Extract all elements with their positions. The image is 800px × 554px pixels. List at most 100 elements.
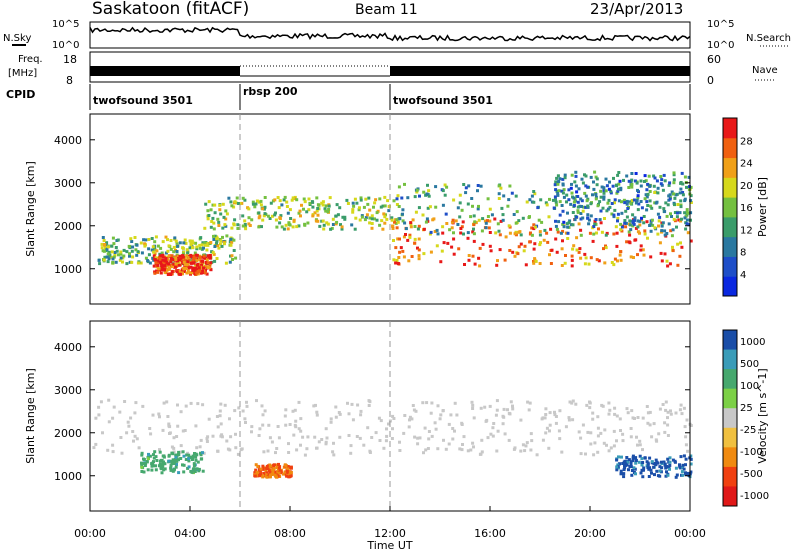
- power-cell: [450, 226, 454, 230]
- velocity-cell: [478, 452, 482, 456]
- velocity-cell: [408, 415, 412, 419]
- power-cell: [668, 197, 672, 201]
- power-cell: [609, 191, 613, 195]
- velocity-cell: [349, 451, 353, 455]
- power-cell: [174, 262, 178, 266]
- power-cell: [476, 207, 480, 211]
- velocity-cell: [288, 471, 292, 475]
- velocity-cell: [275, 475, 279, 479]
- velocity-cell: [284, 408, 288, 412]
- power-cell: [687, 188, 691, 192]
- velocity-cell: [272, 463, 276, 467]
- power-cell: [542, 238, 546, 242]
- power-cell: [195, 245, 199, 249]
- velocity-cell: [392, 417, 396, 420]
- power-cell: [672, 181, 676, 185]
- power-cell: [204, 268, 207, 272]
- power-cell: [667, 222, 671, 226]
- power-cell: [598, 200, 602, 204]
- velocity-cell: [177, 458, 180, 462]
- power-cell: [395, 218, 399, 222]
- velocity-cell: [270, 440, 274, 444]
- velocity-cell: [631, 456, 635, 460]
- power-cell: [660, 229, 664, 233]
- freq-bars: [90, 65, 690, 77]
- velocity-cell: [154, 455, 158, 459]
- power-cell: [619, 228, 623, 232]
- power-cell: [645, 188, 649, 192]
- power-cell: [549, 262, 553, 265]
- xtick-label: 08:00: [274, 527, 306, 540]
- colorbar-cell: [723, 349, 737, 370]
- power-cell: [576, 210, 580, 214]
- power-cell: [589, 214, 593, 218]
- power-cell: [572, 196, 576, 200]
- velocity-cell: [427, 437, 431, 441]
- power-cell: [185, 263, 189, 266]
- power-cell: [624, 225, 628, 229]
- power-cell: [203, 271, 207, 275]
- power-cell: [213, 245, 217, 248]
- power-cell: [565, 222, 569, 226]
- power-cell: [679, 219, 683, 223]
- velocity-cell: [287, 475, 291, 479]
- colorbar-tick: 20: [740, 181, 753, 192]
- velocity-cell: [250, 425, 254, 429]
- velocity-cell: [313, 435, 317, 439]
- power-cell: [594, 197, 598, 201]
- velocity-cell: [657, 432, 661, 436]
- power-cell: [394, 246, 398, 250]
- velocity-cell: [194, 455, 198, 459]
- power-cell: [183, 263, 187, 267]
- power-cell: [175, 242, 179, 246]
- velocity-cell: [265, 464, 269, 468]
- velocity-cell: [347, 434, 351, 437]
- power-cell: [114, 246, 118, 249]
- velocity-cell: [167, 459, 171, 463]
- power-cell: [278, 199, 282, 203]
- power-cell: [351, 208, 355, 212]
- velocity-cell: [652, 465, 656, 469]
- power-cell: [522, 249, 526, 253]
- velocity-cell: [686, 471, 690, 475]
- power-cell: [181, 252, 185, 256]
- velocity-cell: [574, 402, 578, 406]
- power-cell: [603, 261, 607, 265]
- velocity-cell: [652, 462, 656, 465]
- velocity-xlabel: Time UT: [366, 539, 412, 552]
- velocity-cell: [642, 468, 645, 472]
- velocity-cell: [501, 422, 505, 426]
- power-cell: [553, 195, 557, 199]
- velocity-cell: [509, 400, 513, 404]
- power-cell: [395, 226, 399, 230]
- power-cell: [501, 218, 505, 222]
- power-cell: [606, 207, 610, 211]
- velocity-cell: [350, 402, 354, 406]
- velocity-cell: [647, 467, 651, 471]
- velocity-cell: [679, 403, 683, 407]
- velocity-cell: [675, 473, 679, 477]
- power-cell: [164, 269, 168, 273]
- power-cell: [167, 262, 171, 266]
- power-cell: [514, 194, 518, 198]
- velocity-cell: [544, 413, 548, 416]
- velocity-cells: [92, 398, 693, 479]
- velocity-cell: [162, 401, 166, 405]
- power-cell: [554, 200, 558, 204]
- velocity-cell: [265, 471, 269, 475]
- power-cell: [660, 178, 664, 182]
- velocity-cell: [301, 435, 305, 439]
- power-cell: [202, 246, 205, 250]
- power-cell: [206, 265, 210, 269]
- velocity-cell: [588, 400, 591, 404]
- power-cell: [583, 252, 587, 256]
- power-cell: [670, 190, 674, 194]
- velocity-cell: [681, 463, 685, 467]
- power-cell: [655, 179, 659, 183]
- power-cell: [303, 223, 307, 227]
- power-cell: [636, 194, 640, 198]
- velocity-cell: [226, 447, 230, 451]
- velocity-cell: [658, 407, 662, 411]
- velocity-cell: [264, 469, 268, 473]
- power-cell: [163, 266, 167, 270]
